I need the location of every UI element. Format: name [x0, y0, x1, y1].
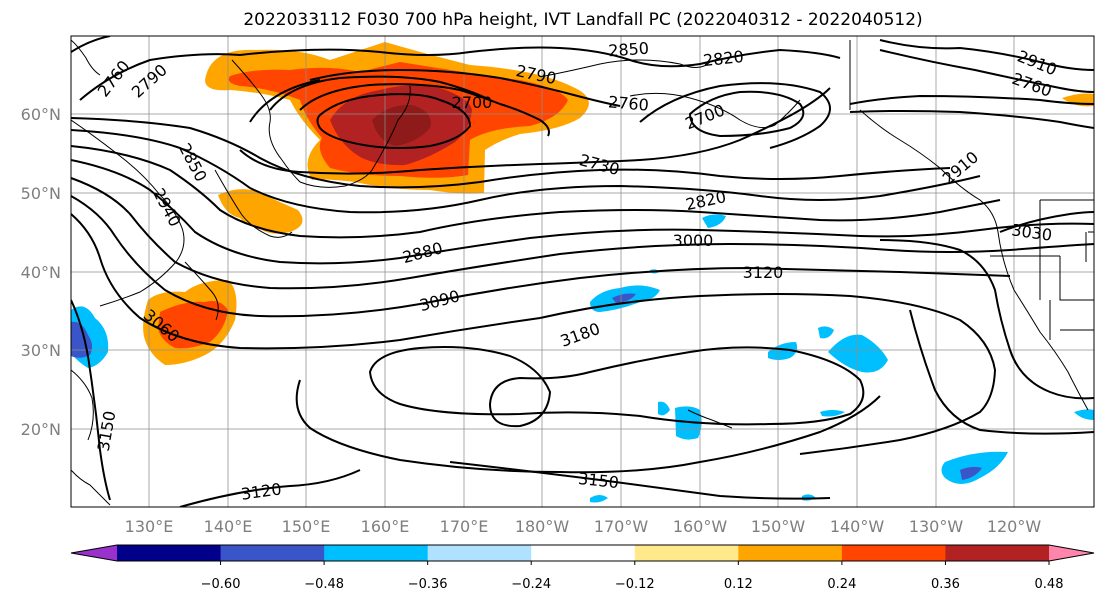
ivt-positive-shading	[143, 42, 1094, 365]
lon-label: 170°E	[440, 517, 489, 536]
contour-label: 3120	[743, 263, 784, 282]
colorbar-segment	[427, 545, 532, 561]
gridlines	[71, 36, 1094, 507]
lat-label: 30°N	[21, 341, 61, 360]
latitude-labels: 60°N 50°N 40°N 30°N 20°N	[21, 105, 61, 439]
colorbar-tick-label: −0.60	[201, 577, 241, 592]
colorbar-extend-low	[71, 545, 117, 561]
height-contours	[71, 36, 1094, 507]
colorbar-segment	[738, 545, 843, 561]
lon-label: 150°W	[751, 517, 806, 536]
contour-label: 2760	[607, 92, 649, 114]
lon-label: 180°W	[515, 517, 570, 536]
lon-label: 130°E	[125, 517, 174, 536]
lat-label: 40°N	[21, 263, 61, 282]
figure-title: 2022033112 F030 700 hPa height, IVT Land…	[243, 10, 922, 30]
colorbar-tick-label: 0.36	[931, 577, 960, 592]
lon-label: 120°W	[987, 517, 1042, 536]
colorbar-segment	[945, 545, 1050, 561]
lat-label: 20°N	[21, 420, 61, 439]
lon-label: 140°E	[204, 517, 253, 536]
colorbar-tick-label: 0.12	[724, 577, 753, 592]
colorbar-segment	[634, 545, 739, 561]
lat-label: 60°N	[21, 105, 61, 124]
contour-label: 2850	[608, 39, 650, 61]
lat-label: 50°N	[21, 184, 61, 203]
colorbar-segment	[324, 545, 429, 561]
colorbar-segment	[117, 545, 222, 561]
colorbar-tick-label: −0.24	[511, 577, 551, 592]
colorbar: −0.60 −0.48 −0.36 −0.24 −0.12 0.12 0.24 0.36 0.4…	[70, 544, 1095, 592]
colorbar-tick-label: −0.12	[615, 577, 655, 592]
colorbar-extend-high	[1049, 545, 1094, 561]
lon-label: 160°W	[673, 517, 728, 536]
contour-label: 3150	[577, 469, 619, 492]
contour-label: 2820	[702, 47, 744, 70]
lon-label: 160°E	[361, 517, 410, 536]
colorbar-tick-label: −0.36	[408, 577, 448, 592]
colorbar-segment	[841, 545, 946, 561]
colorbar-tick-label: 0.48	[1035, 577, 1064, 592]
lon-label: 150°E	[282, 517, 331, 536]
map-panel: 2760 2790 2850 2820 2790 2700 2760 2700 …	[71, 36, 1094, 507]
lon-label: 170°W	[594, 517, 649, 536]
longitude-labels: 130°E 140°E 150°E 160°E 170°E 180°W 170°…	[125, 517, 1042, 536]
contour-label: 3000	[673, 231, 714, 250]
colorbar-tick-label: 0.24	[827, 577, 856, 592]
lon-label: 140°W	[830, 517, 885, 536]
colorbar-outline	[70, 544, 1095, 562]
colorbar-segment	[531, 545, 636, 561]
colorbar-tick-label: −0.48	[304, 577, 344, 592]
lon-label: 130°W	[909, 517, 964, 536]
coastlines	[71, 39, 1094, 506]
contour-label: 2700	[452, 93, 493, 112]
map-frame	[70, 35, 1095, 508]
colorbar-segment	[220, 545, 325, 561]
